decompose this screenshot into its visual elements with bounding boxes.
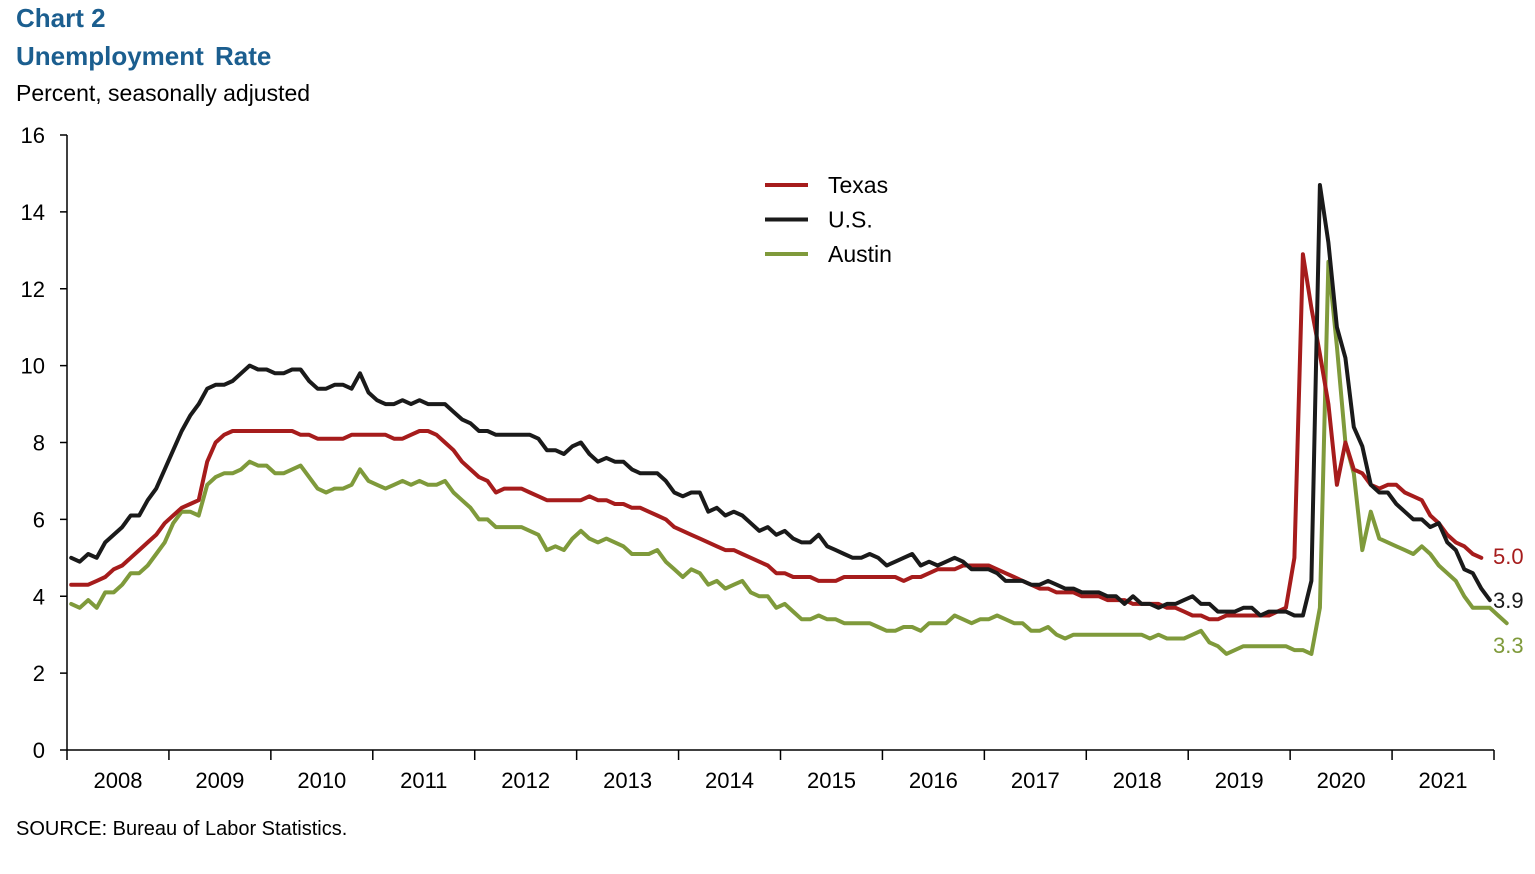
series-line-texas [69,252,1484,622]
x-tick-label: 2014 [705,768,754,793]
x-tick-label: 2017 [1011,768,1060,793]
source-note: SOURCE: Bureau of Labor Statistics. [16,818,348,840]
y-tick-label: 2 [33,661,45,686]
end-labels: 5.0 3.9 3.3 [1493,544,1524,658]
y-tick-label: 8 [33,431,45,456]
y-tick-label: 6 [33,507,45,532]
x-tick-label: 2013 [603,768,652,793]
x-tick-label: 2020 [1317,768,1366,793]
series-lines [69,183,1509,656]
x-tick-label: 2015 [807,768,856,793]
chart-number: Chart 2 [16,3,106,33]
x-tick-label: 2010 [297,768,346,793]
x-tick-label: 2008 [93,768,142,793]
chart-subtitle: Percent, seasonally adjusted [16,80,311,106]
x-tick-label: 2011 [400,768,447,793]
x-tick-label: 2012 [501,768,550,793]
legend-label: U.S. [828,207,873,233]
legend: Texas U.S. Austin [765,172,892,267]
x-tick-label: 2019 [1215,768,1264,793]
x-tick-label: 2021 [1419,768,1468,793]
axes: 0 2 4 6 8 10 12 14 16 2008 2009 2010 2011 2012 2013 201… [21,123,1495,793]
y-tick-label: 4 [33,584,45,609]
x-tick-label: 2016 [909,768,958,793]
chart-title: Unemployment Rate [16,41,272,71]
end-label-austin: 3.3 [1493,633,1524,658]
y-tick-label: 14 [21,200,45,225]
end-label-us: 3.9 [1493,588,1524,613]
end-label-texas: 5.0 [1493,544,1524,569]
series-line-austin [69,259,1509,656]
series-line-us [69,183,1492,618]
legend-label: Austin [828,241,892,267]
y-tick-label: 0 [33,738,45,763]
y-tick-label: 16 [21,123,45,148]
x-tick-label: 2009 [195,768,244,793]
x-tick-label: 2018 [1113,768,1162,793]
y-tick-label: 10 [21,354,45,379]
legend-label: Texas [828,172,888,198]
y-tick-label: 12 [21,277,45,302]
